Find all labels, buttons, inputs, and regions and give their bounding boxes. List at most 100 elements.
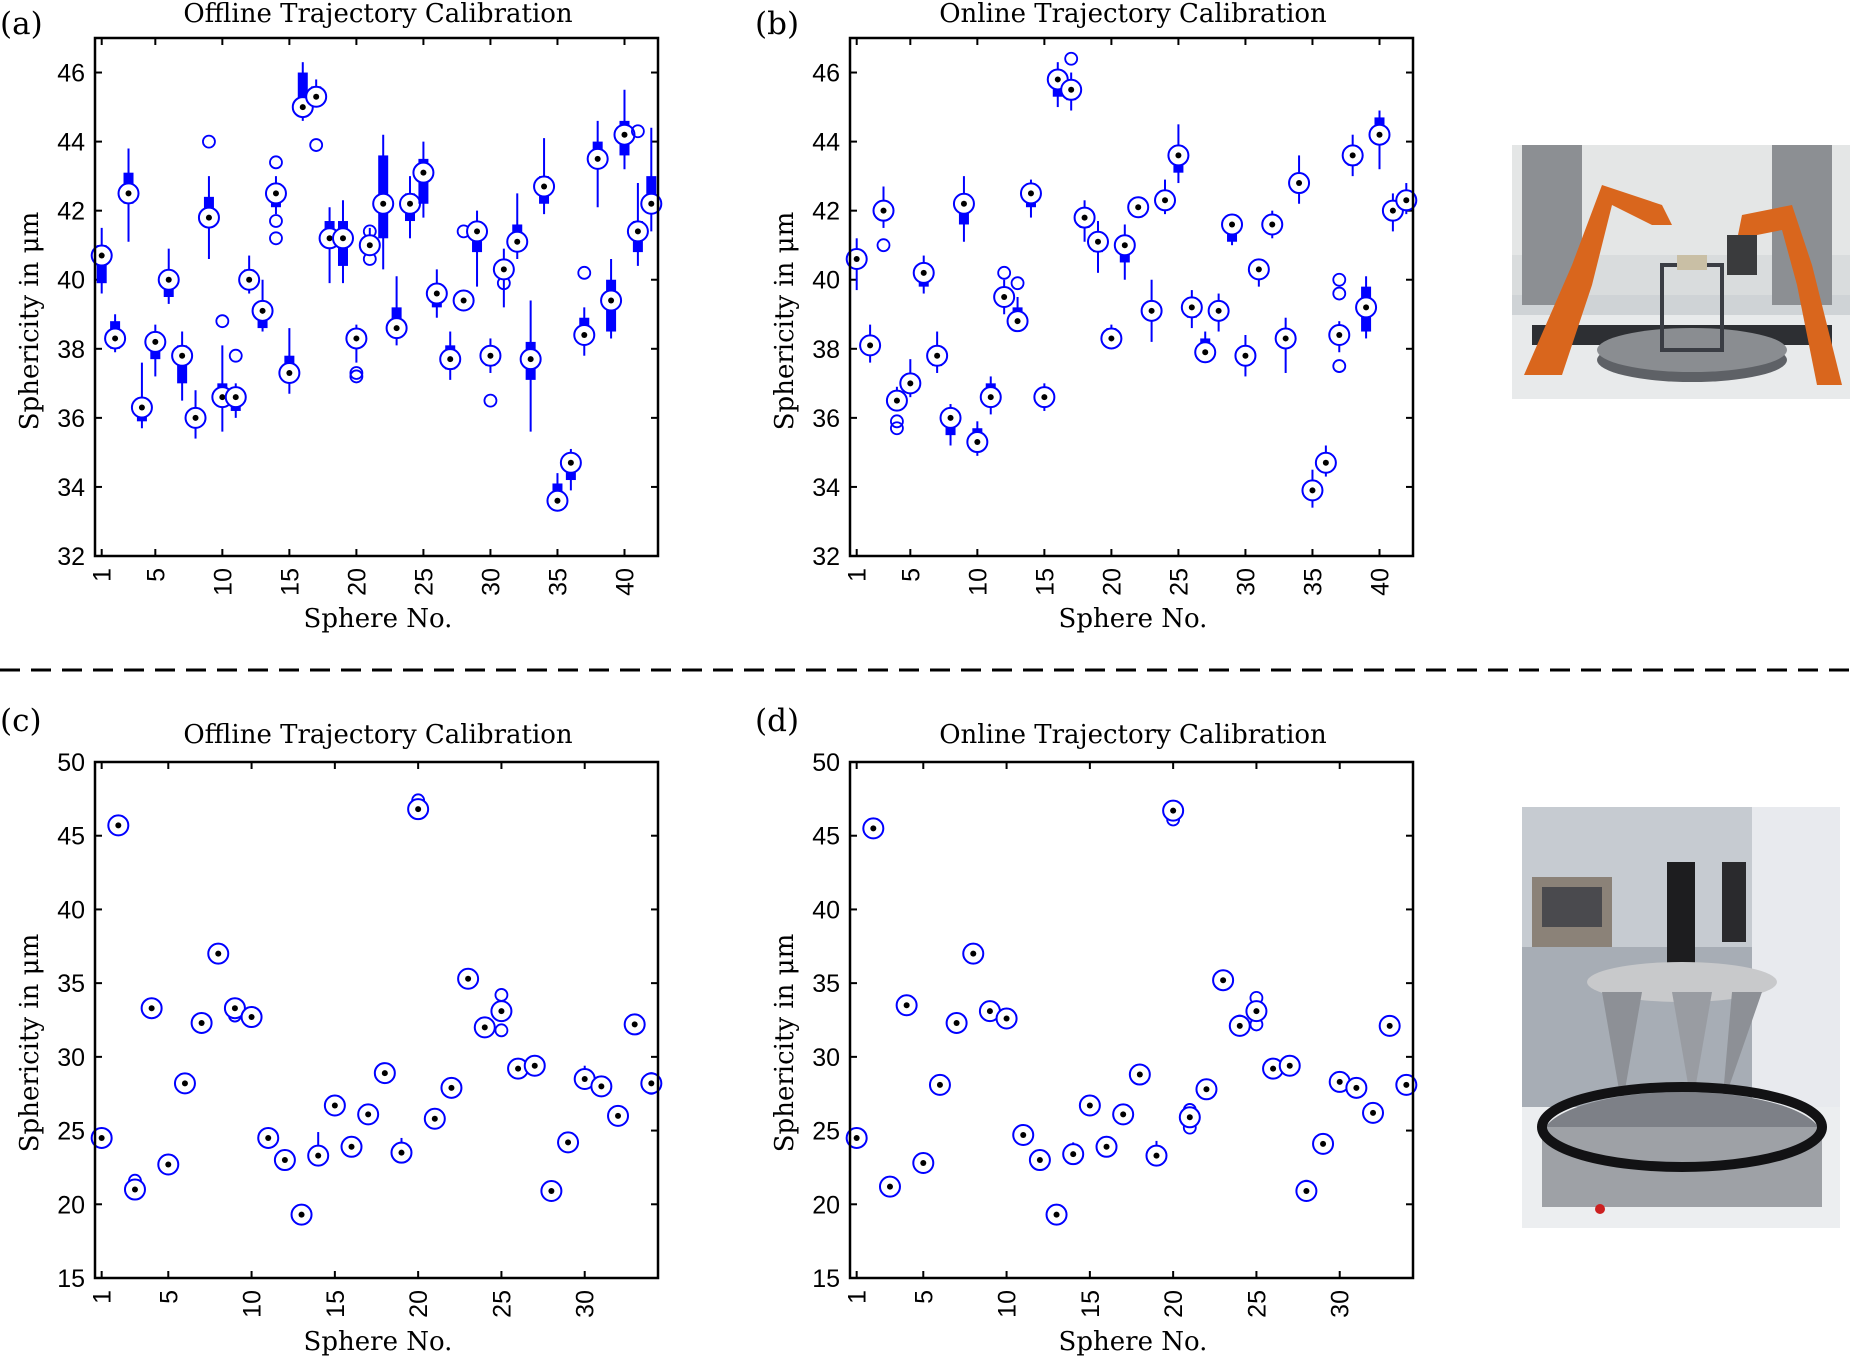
box-group bbox=[240, 1006, 263, 1029]
median-dot bbox=[947, 414, 954, 421]
y-tick-label: 35 bbox=[812, 970, 840, 998]
median-dot bbox=[893, 397, 900, 404]
box-group bbox=[251, 279, 274, 332]
median-dot bbox=[608, 297, 615, 304]
box-group bbox=[1195, 1078, 1218, 1101]
median-dot bbox=[1282, 335, 1289, 342]
box-group bbox=[1228, 1014, 1251, 1037]
box-group bbox=[157, 1153, 180, 1176]
y-tick-label: 36 bbox=[57, 405, 85, 433]
box-group bbox=[473, 1016, 496, 1039]
median-dot bbox=[515, 1065, 522, 1072]
box-group bbox=[466, 210, 489, 287]
median-dot bbox=[1103, 1143, 1110, 1150]
x-tick-label: 40 bbox=[611, 568, 639, 596]
y-tick-label: 45 bbox=[57, 823, 85, 851]
x-tick-label: 30 bbox=[1232, 568, 1260, 596]
median-dot bbox=[248, 1014, 255, 1021]
x-tick-label: 30 bbox=[572, 1290, 600, 1318]
box-group bbox=[928, 1073, 951, 1096]
x-tick-label: 25 bbox=[1165, 568, 1193, 596]
box-group bbox=[1395, 183, 1418, 215]
box-group bbox=[573, 1065, 596, 1090]
median-dot bbox=[1270, 1065, 1277, 1072]
median-dot bbox=[1041, 394, 1048, 401]
median-dot bbox=[231, 1005, 238, 1012]
y-tick-label: 44 bbox=[812, 129, 840, 157]
y-tick-label: 34 bbox=[812, 474, 840, 502]
box-group bbox=[345, 324, 368, 384]
median-dot bbox=[232, 394, 239, 401]
x-tick-label: 20 bbox=[405, 1290, 433, 1318]
y-axis-label: Sphericity in μm bbox=[770, 212, 800, 431]
x-tick-label: 5 bbox=[897, 568, 925, 582]
box-group bbox=[1167, 124, 1190, 184]
box-group bbox=[859, 324, 882, 363]
box-group bbox=[307, 1132, 330, 1167]
outlier-marker bbox=[269, 231, 283, 246]
y-tick-label: 36 bbox=[812, 405, 840, 433]
panel-label: (a) bbox=[0, 6, 43, 42]
box-group bbox=[899, 359, 922, 398]
box-group bbox=[995, 1007, 1018, 1030]
box-group bbox=[238, 255, 261, 294]
box-group bbox=[872, 186, 895, 253]
chart-title: Offline Trajectory Calibration bbox=[183, 720, 573, 750]
y-tick-label: 40 bbox=[57, 267, 85, 295]
box-group bbox=[590, 1075, 613, 1098]
median-dot bbox=[192, 414, 199, 421]
median-dot bbox=[1086, 1102, 1093, 1109]
box-group bbox=[607, 1104, 630, 1127]
box-group bbox=[385, 276, 408, 346]
median-dot bbox=[259, 307, 266, 314]
box-group bbox=[600, 259, 623, 339]
median-dot bbox=[886, 1183, 893, 1190]
y-tick-label: 32 bbox=[57, 543, 85, 571]
box-group bbox=[523, 1054, 546, 1077]
box-group bbox=[1328, 1070, 1351, 1093]
median-dot bbox=[481, 1024, 488, 1031]
median-dot bbox=[1121, 242, 1128, 249]
median-dot bbox=[648, 1080, 655, 1087]
outlier-marker bbox=[494, 988, 509, 1002]
outlier-marker bbox=[483, 393, 498, 408]
median-dot bbox=[115, 822, 122, 829]
box-group bbox=[1328, 272, 1351, 373]
x-tick-label: 1 bbox=[89, 1290, 117, 1304]
median-dot bbox=[1376, 131, 1383, 138]
y-tick-label: 40 bbox=[812, 896, 840, 924]
median-dot bbox=[1053, 1211, 1060, 1218]
y-tick-label: 40 bbox=[57, 896, 85, 924]
box-group bbox=[979, 376, 1002, 415]
box-group bbox=[1278, 1054, 1301, 1077]
median-dot bbox=[281, 1157, 288, 1164]
median-dot bbox=[1027, 190, 1034, 197]
median-dot bbox=[198, 1019, 205, 1026]
median-dot bbox=[1229, 221, 1236, 228]
box-group bbox=[107, 814, 130, 837]
outlier-marker bbox=[269, 214, 283, 228]
box-group bbox=[190, 1011, 213, 1034]
median-dot bbox=[953, 1019, 960, 1026]
median-dot bbox=[970, 950, 977, 957]
box-group bbox=[130, 362, 153, 429]
box-group bbox=[457, 967, 480, 990]
median-dot bbox=[315, 1152, 322, 1159]
median-dot bbox=[1108, 335, 1115, 342]
median-dot bbox=[381, 1070, 388, 1077]
median-dot bbox=[1336, 1078, 1343, 1085]
median-dot bbox=[1070, 1151, 1077, 1158]
box-group bbox=[278, 328, 301, 394]
median-dot bbox=[1136, 1071, 1143, 1078]
outlier-marker bbox=[269, 155, 283, 170]
box bbox=[297, 72, 308, 108]
y-tick-label: 50 bbox=[57, 749, 85, 777]
y-tick-label: 46 bbox=[812, 60, 840, 88]
box-group bbox=[323, 1094, 346, 1117]
box-group bbox=[1033, 383, 1056, 411]
box-group bbox=[1274, 317, 1297, 373]
box-group bbox=[939, 404, 962, 446]
median-dot bbox=[867, 342, 874, 349]
box-group bbox=[1288, 155, 1311, 204]
